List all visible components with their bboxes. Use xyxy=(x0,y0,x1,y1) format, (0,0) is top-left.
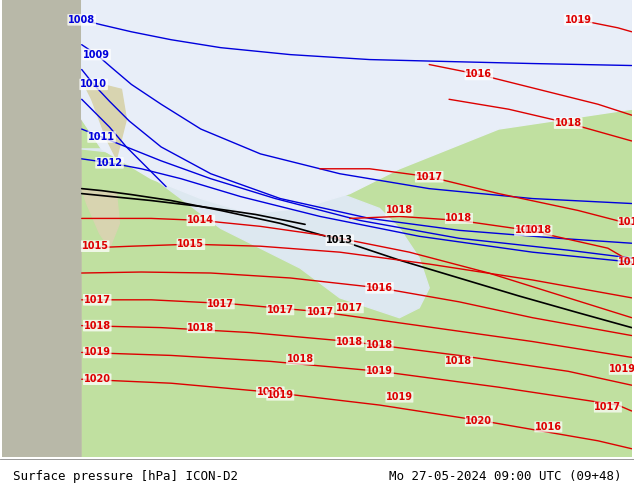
Text: 1017: 1017 xyxy=(416,172,443,182)
Polygon shape xyxy=(82,149,429,318)
Text: 1009: 1009 xyxy=(83,49,110,60)
Text: 1018: 1018 xyxy=(525,225,552,235)
Polygon shape xyxy=(3,0,87,457)
Text: 1014: 1014 xyxy=(187,216,214,225)
Text: 1018: 1018 xyxy=(366,341,393,350)
Text: 1015: 1015 xyxy=(82,241,108,251)
Text: 1018: 1018 xyxy=(618,218,634,227)
Text: 1015: 1015 xyxy=(178,239,204,249)
Text: 1019: 1019 xyxy=(366,367,393,376)
Text: 1017: 1017 xyxy=(306,307,333,317)
Text: 1017: 1017 xyxy=(595,402,621,412)
Text: 1020: 1020 xyxy=(84,374,111,384)
Text: 1018: 1018 xyxy=(287,354,314,365)
Text: 1011: 1011 xyxy=(88,132,115,142)
Text: 1018: 1018 xyxy=(555,118,582,128)
Text: 1018: 1018 xyxy=(336,337,363,346)
Text: Surface pressure [hPa] ICON-D2: Surface pressure [hPa] ICON-D2 xyxy=(13,469,238,483)
Text: 1016: 1016 xyxy=(535,422,562,432)
Polygon shape xyxy=(82,0,631,214)
Text: 1017: 1017 xyxy=(84,295,111,305)
Text: 1019: 1019 xyxy=(267,390,294,400)
Text: 1018: 1018 xyxy=(618,257,634,267)
Text: Mo 27-05-2024 09:00 UTC (09+48): Mo 27-05-2024 09:00 UTC (09+48) xyxy=(389,469,621,483)
Text: 1019: 1019 xyxy=(609,365,634,374)
Polygon shape xyxy=(3,0,82,457)
Text: 1017: 1017 xyxy=(207,299,234,309)
Polygon shape xyxy=(82,0,631,457)
Text: 1016: 1016 xyxy=(465,70,493,79)
Text: 1018: 1018 xyxy=(386,205,413,216)
Text: 1019: 1019 xyxy=(386,392,413,402)
Text: 1019: 1019 xyxy=(565,15,592,25)
Text: 1018: 1018 xyxy=(187,322,214,333)
Text: 1017: 1017 xyxy=(336,303,363,313)
Text: 1020: 1020 xyxy=(257,387,284,397)
Text: 1017: 1017 xyxy=(267,305,294,315)
Text: 1012: 1012 xyxy=(96,158,123,168)
Text: 1008: 1008 xyxy=(68,15,95,25)
Text: 1010: 1010 xyxy=(80,79,107,89)
Text: 1018: 1018 xyxy=(446,214,472,223)
Polygon shape xyxy=(82,79,126,159)
Text: 1018: 1018 xyxy=(515,225,542,235)
Polygon shape xyxy=(82,189,119,248)
Text: 1013: 1013 xyxy=(327,235,353,245)
Text: 1019: 1019 xyxy=(84,347,111,357)
Text: 1018: 1018 xyxy=(84,320,111,331)
Text: 1020: 1020 xyxy=(465,416,493,426)
Text: 1016: 1016 xyxy=(366,283,393,293)
Text: 1018: 1018 xyxy=(446,356,472,367)
Polygon shape xyxy=(82,0,631,457)
